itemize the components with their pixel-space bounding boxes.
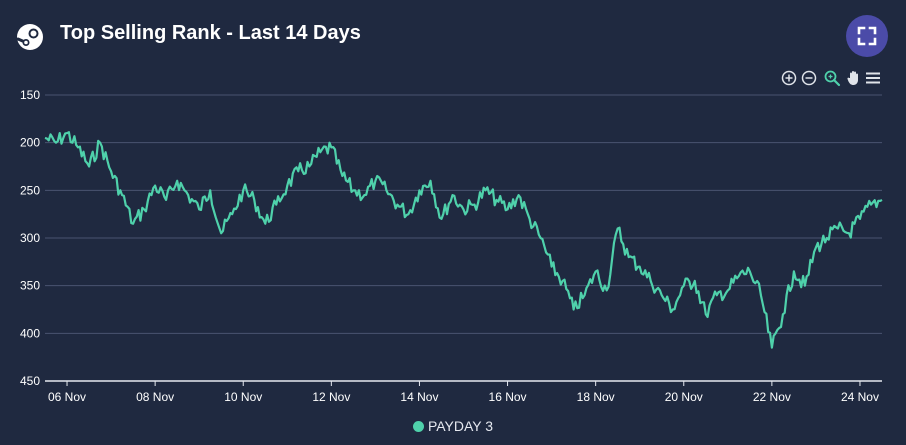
pan-hand-icon[interactable]: [845, 69, 863, 87]
x-tick-label: 10 Nov: [224, 390, 262, 404]
y-tick-label: 150: [20, 88, 40, 102]
x-tick-label: 08 Nov: [136, 390, 174, 404]
magnifier-icon[interactable]: [823, 69, 841, 87]
line-chart: 150 200 250 300 350 400 450 06 Nov 08 Nov 10 Nov 1…: [20, 88, 883, 404]
x-tick-label: 14 Nov: [400, 390, 438, 404]
zoom-out-icon[interactable]: [800, 69, 818, 87]
y-tick-label: 400: [20, 326, 40, 340]
chart-title: Top Selling Rank - Last 14 Days: [60, 22, 361, 44]
chart-header: Top Selling Rank - Last 14 Days: [0, 0, 906, 70]
x-tick-label: 16 Nov: [489, 390, 527, 404]
x-tick-label: 18 Nov: [577, 390, 615, 404]
chart-legend: PAYDAY 3: [0, 418, 906, 438]
legend-marker: [412, 420, 424, 432]
y-tick-label: 350: [20, 279, 40, 293]
zoom-in-icon[interactable]: [780, 69, 798, 87]
series-line-payday-3: [44, 131, 883, 349]
x-tick-label: 20 Nov: [665, 390, 703, 404]
menu-icon[interactable]: [864, 69, 882, 87]
legend-item-payday-3[interactable]: PAYDAY 3: [412, 418, 494, 434]
x-tick-label: 06 Nov: [48, 390, 86, 404]
y-tick-label: 200: [20, 136, 40, 150]
fullscreen-icon: [857, 26, 877, 46]
x-tick-label: 24 Nov: [841, 390, 879, 404]
steam-logo-icon: [16, 24, 43, 50]
x-tick-label: 22 Nov: [753, 390, 791, 404]
y-tick-label: 300: [20, 231, 40, 245]
y-tick-label: 450: [20, 374, 40, 388]
y-tick-label: 250: [20, 183, 40, 197]
x-tick-label: 12 Nov: [312, 390, 350, 404]
fullscreen-button[interactable]: [846, 15, 888, 57]
legend-label: PAYDAY 3: [427, 418, 494, 434]
chart-toolbar: [780, 69, 886, 87]
